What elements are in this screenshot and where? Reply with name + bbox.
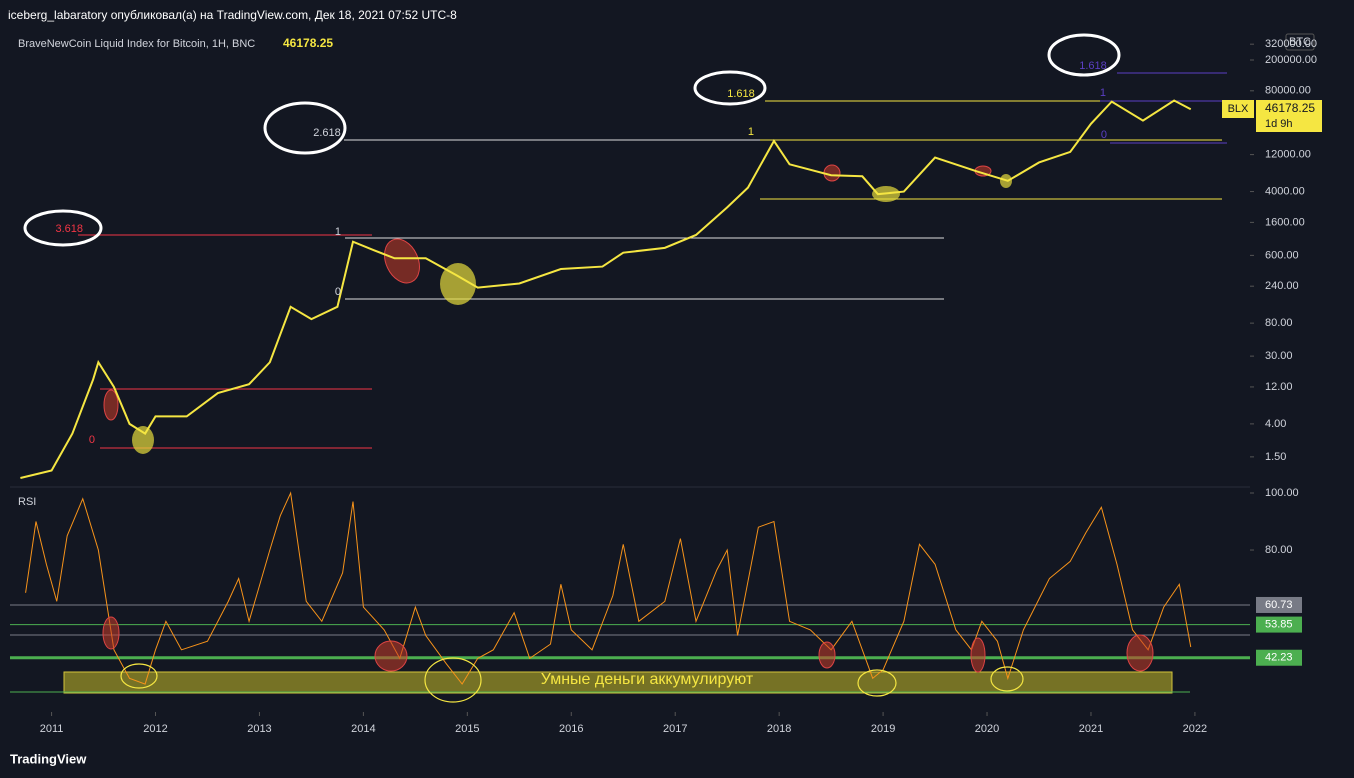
level-tag-text: 53.85 [1265, 618, 1293, 630]
symbol-legend: BraveNewCoin Liquid Index for Bitcoin, 1… [18, 38, 255, 50]
x-tick-label: 2015 [455, 723, 479, 735]
sell-marker [1126, 634, 1154, 672]
countdown: 1d 9h [1265, 118, 1293, 130]
price-pane [10, 25, 1250, 485]
y-tick-label: 30.00 [1265, 350, 1293, 362]
x-tick-label: 2012 [143, 723, 167, 735]
y-tick-label: 80.00 [1265, 317, 1293, 329]
x-tick-label: 2011 [40, 723, 64, 735]
fib-label: 0 [1101, 129, 1107, 141]
x-tick-label: 2016 [559, 723, 583, 735]
fib-label: 3.618 [55, 223, 83, 235]
y-tick-label: 600.00 [1265, 249, 1299, 261]
series-line [25, 491, 1192, 685]
fib-label: 2.618 [313, 127, 341, 139]
x-tick-label: 2017 [663, 723, 687, 735]
hand-circle [23, 209, 103, 247]
buy-circle [857, 669, 897, 697]
legend-price: 46178.25 [283, 36, 333, 50]
sell-marker [102, 616, 120, 650]
hand-circle [1047, 33, 1121, 77]
level-tag [1256, 596, 1302, 613]
sell-marker [374, 640, 408, 672]
x-tick-label: 2019 [871, 723, 895, 735]
sell-marker [818, 641, 836, 669]
x-tick-label: 2021 [1079, 723, 1103, 735]
level-tag-text: 42.23 [1265, 652, 1293, 664]
y-tick-label: 320000.00 [1265, 38, 1317, 50]
sell-marker [384, 238, 420, 284]
markers [103, 164, 1012, 454]
buy-circle [424, 657, 482, 703]
buy-marker [132, 426, 154, 454]
y-tick-label: 200000.00 [1265, 54, 1317, 66]
series-line [20, 99, 1192, 479]
buy-circle [990, 666, 1024, 692]
rsi-label: RSI [18, 496, 36, 508]
footer-brand: TradingView [10, 751, 87, 766]
buy-circle [120, 663, 158, 689]
sell-marker [103, 389, 119, 421]
buy-marker [440, 263, 476, 305]
fib-label: 1 [1100, 87, 1106, 99]
currency[interactable]: BTC [1289, 36, 1311, 48]
y-tick-label: 80000.00 [1265, 85, 1311, 97]
x-tick-label: 2020 [975, 723, 999, 735]
y-tick-label: 12000.00 [1265, 149, 1311, 161]
fib-label: 1.618 [1079, 60, 1107, 72]
zone-label: Умные деньги аккумулируют [541, 671, 754, 688]
x-tick-label: 2013 [247, 723, 271, 735]
hand-circle [263, 101, 347, 155]
currency-button[interactable] [1285, 33, 1315, 51]
hand-circles [23, 33, 1121, 247]
y-tick-label: 80.00 [1265, 544, 1293, 556]
fib-label: 1.618 [727, 88, 755, 100]
y-tick-label: 100.00 [1265, 487, 1299, 499]
price-tag-text: 46178.25 [1265, 101, 1315, 115]
author-line: iceberg_labaratory опубликовал(а) на Tra… [8, 8, 457, 22]
y-tick-label: 4.00 [1265, 418, 1286, 430]
symbol-tag-text: BLX [1228, 103, 1249, 115]
fib-label: 0 [335, 286, 341, 298]
y-tick-label: 1600.00 [1265, 216, 1305, 228]
sell-marker [970, 637, 986, 673]
y-tick-label: 240.00 [1265, 280, 1299, 292]
rsi-markers [102, 616, 1154, 703]
fib-label: 1 [335, 226, 341, 238]
y-tick-label: 4000.00 [1265, 185, 1305, 197]
level-tag [1256, 616, 1302, 633]
fib-label: 0 [89, 434, 95, 446]
y-tick-label: 1.50 [1265, 451, 1286, 463]
fib-label: 1 [748, 126, 754, 138]
x-tick-label: 2018 [767, 723, 791, 735]
x-tick-label: 2014 [351, 723, 375, 735]
level-tag-text: 60.73 [1265, 599, 1293, 611]
y-tick-label: 12.00 [1265, 381, 1293, 393]
symbol-tag [1222, 100, 1254, 118]
x-tick-label: 2022 [1183, 723, 1207, 735]
fib-levels [78, 72, 1227, 449]
level-tag [1256, 649, 1302, 666]
hand-circle [693, 70, 767, 106]
price-tag [1256, 100, 1322, 132]
